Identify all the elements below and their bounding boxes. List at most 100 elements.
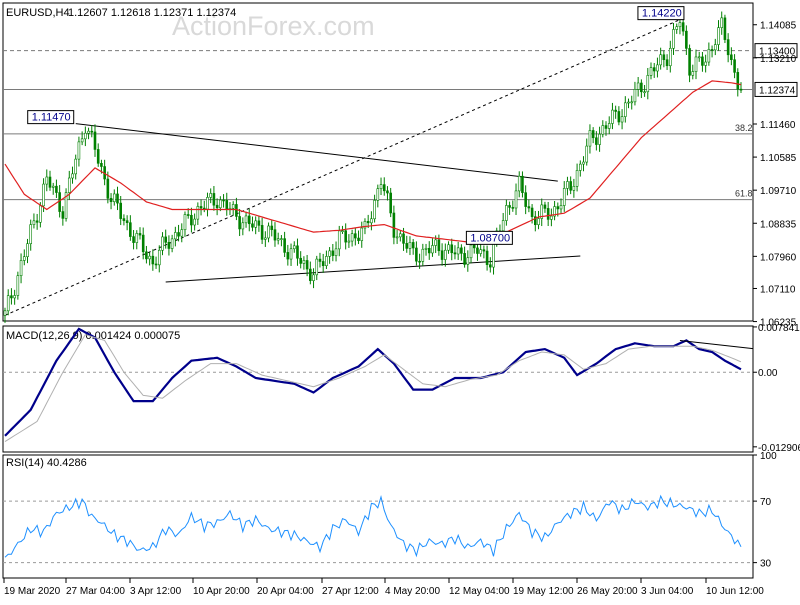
price-candle (138, 227, 142, 240)
candle-body (550, 215, 553, 220)
candle-body (116, 193, 119, 204)
x-tick-label: 4 May 20:00 (385, 586, 440, 597)
price-candle (174, 226, 177, 247)
candle-body (720, 17, 724, 28)
candle-body (71, 173, 74, 179)
price-candle (280, 235, 283, 247)
price-candle (524, 185, 527, 215)
candle-body (119, 202, 123, 219)
price-candle (720, 11, 724, 35)
candle-body (514, 190, 518, 209)
price-candle (164, 229, 167, 249)
candle-body (276, 238, 280, 241)
price-candle (276, 232, 280, 245)
candle-body (273, 229, 277, 241)
price-candle (321, 253, 325, 273)
price-panel-frame (2, 2, 754, 322)
price-candle (51, 182, 55, 195)
candle-body (501, 220, 505, 232)
candle-body (151, 255, 155, 265)
candle-body (109, 197, 113, 203)
price-candle (643, 84, 646, 97)
price-candle (672, 22, 675, 55)
candle-body (16, 275, 20, 296)
candle-body (591, 130, 595, 139)
annotation-box (27, 110, 75, 125)
price-candle (376, 184, 380, 208)
price-candle (427, 241, 431, 260)
candle-body (341, 230, 344, 232)
price-candle (688, 44, 691, 83)
candle-body (453, 252, 457, 255)
candle-body (546, 208, 550, 220)
candle-body (382, 184, 386, 192)
candle-body (440, 250, 444, 260)
price-candle (739, 82, 743, 93)
price-candle (370, 211, 373, 231)
candle-body (456, 247, 460, 255)
candle-body (328, 250, 331, 257)
candle-body (289, 248, 293, 260)
watermark-text: ActionForex.com (172, 11, 375, 41)
rsi-y-tick-label: 100 (760, 451, 777, 462)
candle-body (222, 199, 225, 202)
candle-body (668, 47, 672, 67)
candle-body (489, 264, 492, 268)
candle-body (167, 241, 171, 249)
candle-body (215, 204, 219, 209)
price-candle (456, 241, 460, 260)
price-y-tick-label: 1.11460 (760, 120, 796, 131)
candle-body (379, 184, 383, 189)
price-candle (389, 187, 392, 218)
candle-body (710, 49, 714, 51)
candle-body (656, 64, 659, 72)
candle-body (170, 238, 174, 249)
candle-body (51, 185, 55, 188)
candle-body (312, 274, 315, 281)
price-candle (167, 235, 171, 256)
candle-body (402, 233, 405, 244)
candle-body (604, 125, 608, 129)
price-trendlines (4, 19, 681, 316)
candle-body (649, 67, 653, 76)
candle-body (386, 190, 389, 194)
price-candle (646, 67, 650, 100)
price-candle (315, 255, 319, 281)
candle-body (331, 250, 335, 256)
candle-body (469, 244, 473, 259)
candle-body (598, 133, 601, 145)
price-candle (55, 179, 58, 198)
x-tick-label: 3 Apr 12:00 (130, 586, 182, 597)
price-candle (161, 232, 164, 256)
price-candle (710, 45, 714, 58)
candle-body (164, 236, 167, 243)
price-candle (296, 238, 299, 266)
candle-body (80, 138, 84, 143)
fibonacci-level-label: 61.8 (735, 189, 753, 199)
price-candle (659, 47, 662, 70)
price-candle (562, 181, 566, 212)
rsi-panel-frame (2, 454, 754, 579)
price-candle (707, 42, 711, 66)
price-candle (466, 250, 470, 272)
candle-body (315, 258, 319, 276)
candle-body (260, 225, 264, 240)
price-candle (244, 211, 248, 228)
candle-body (411, 242, 415, 249)
price-candle (408, 236, 412, 256)
price-candle (508, 201, 511, 215)
price-candle (286, 244, 290, 266)
macd-y-tick-label: 0.00 (758, 368, 778, 379)
candle-body (569, 181, 572, 191)
candle-body (357, 237, 360, 241)
price-y-axis: 1.14085 1.13210 1.11460 1.10585 1.09710 1.088… (753, 21, 797, 329)
candle-body (325, 256, 328, 266)
candle-body (193, 218, 196, 226)
price-candle (29, 219, 33, 251)
candle-body (572, 185, 576, 191)
candle-body (370, 218, 373, 224)
macd-signal-line (4, 334, 742, 443)
candle-body (87, 130, 90, 134)
price-candle (392, 205, 396, 245)
price-candle (148, 252, 151, 266)
